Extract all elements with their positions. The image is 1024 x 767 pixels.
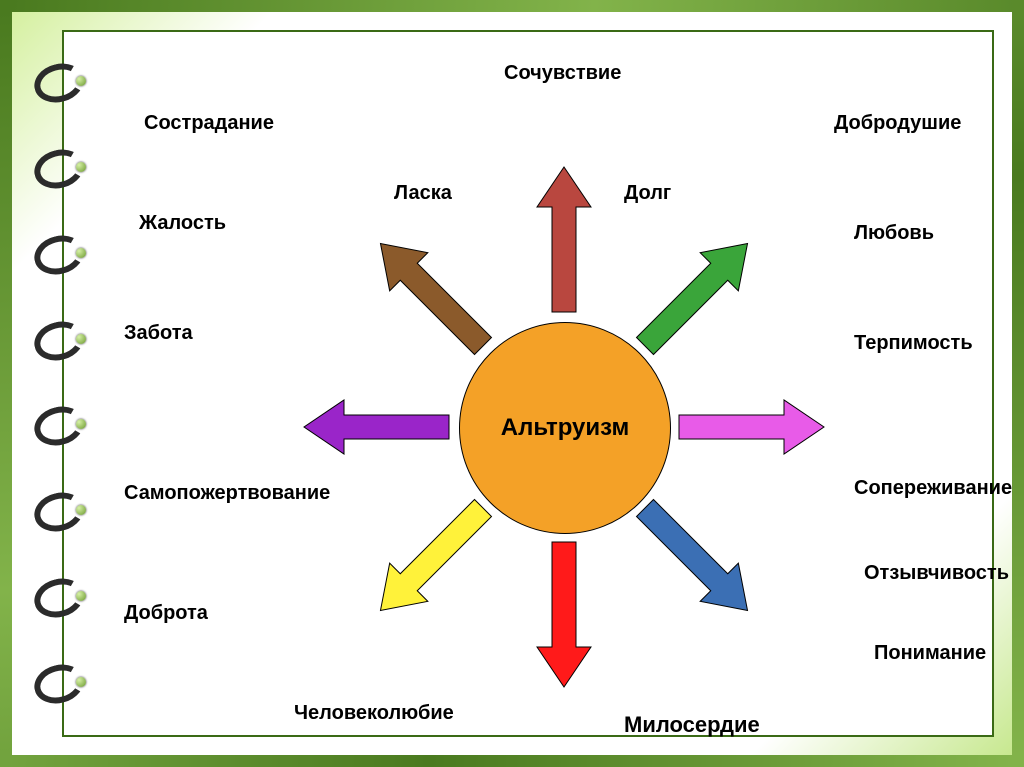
concept-label-samopozhertvovanie: Самопожертвование [124,482,330,505]
spiral-ring [40,491,82,533]
center-node: Альтруизм [459,322,671,534]
concept-label-dolg: Долг [624,182,671,205]
arrow-right [679,400,824,454]
concept-label-soperezhivanie: Сопереживание [854,477,1012,500]
concept-label-laska: Ласка [394,182,452,205]
spiral-ring [40,663,82,705]
concept-label-sostradanie: Сострадание [144,112,274,135]
concept-label-lyubov: Любовь [854,222,934,245]
spiral-ring [40,405,82,447]
concept-label-sochuvstvie: Сочувствие [504,62,621,85]
arrow-up [537,167,591,312]
spiral-ring [40,234,82,276]
arrow-up-left [361,224,502,365]
concept-label-dobrodushie: Добродушие [834,112,961,135]
spiral-ring [40,320,82,362]
spiral-ring [40,62,82,104]
concept-label-otzyvchivost: Отзывчивость [864,562,1009,585]
concept-label-zhalost: Жалость [139,212,226,235]
concept-label-zabota: Забота [124,322,193,345]
center-label: Альтруизм [501,414,630,442]
concept-label-miloserdie: Милосердие [624,712,760,738]
diagram-canvas: Альтруизм Сочувствие Сострадание Ласка Долг Д… [64,32,992,735]
slide-inner: Альтруизм Сочувствие Сострадание Ласка Долг Д… [62,30,994,737]
arrow-left [304,400,449,454]
slide-frame: Альтруизм Сочувствие Сострадание Ласка Долг Д… [0,0,1024,767]
concept-label-ponimanie: Понимание [874,642,986,665]
arrow-up-right [626,224,767,365]
spiral-ring [40,148,82,190]
spiral-binding [40,12,88,755]
arrow-down [537,542,591,687]
spiral-ring [40,577,82,619]
concept-label-dobrota: Доброта [124,602,208,625]
concept-label-terpimost: Терпимость [854,332,973,355]
arrow-down-right [626,489,767,630]
arrow-down-left [361,489,502,630]
concept-label-chelovekolyubie: Человеколюбие [294,702,454,725]
